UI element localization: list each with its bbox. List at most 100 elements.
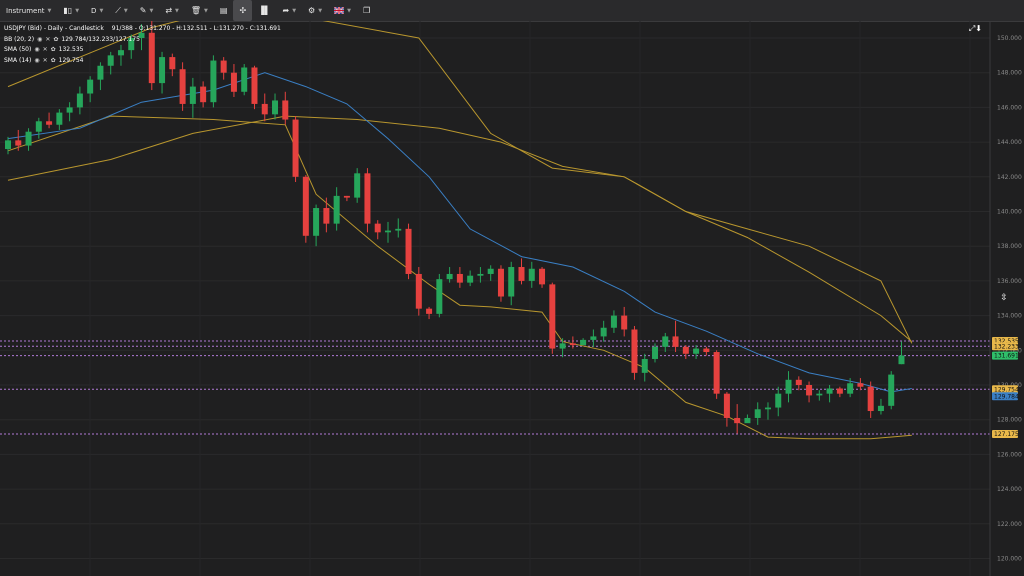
- close-icon[interactable]: ✕: [45, 35, 51, 43]
- candles-button[interactable]: ▮▯ ▼: [57, 0, 85, 21]
- gear-icon[interactable]: ✿: [53, 35, 59, 43]
- candle: [189, 77, 196, 118]
- candle-body: [384, 230, 391, 233]
- candle-body: [446, 273, 453, 280]
- eye-icon[interactable]: ◉: [37, 35, 43, 43]
- candle: [97, 62, 104, 91]
- eye-icon[interactable]: ◉: [34, 56, 40, 64]
- bar-chart-button[interactable]: ▐▌: [252, 0, 276, 21]
- candle: [764, 402, 771, 420]
- candle-body: [251, 67, 258, 104]
- candle-body: [497, 268, 504, 297]
- candle-body: [518, 267, 525, 281]
- candle: [56, 109, 63, 130]
- candle-body: [159, 57, 166, 84]
- price-label: 129.784: [992, 392, 1019, 401]
- candle: [66, 102, 73, 122]
- settings-button[interactable]: ⚙ ▼: [302, 0, 328, 21]
- candle-body: [210, 60, 217, 103]
- candle: [549, 282, 556, 354]
- candle-body: [200, 86, 207, 103]
- candle-body: [374, 223, 381, 233]
- instrument-dropdown[interactable]: Instrument ▼: [0, 0, 57, 21]
- candles-icon: ▮▯: [63, 5, 73, 15]
- toolbar: Instrument ▼ ▮▯ ▼ D ▼ ⟋ ▼ ✎ ▼ ⇄ ▼ 🗑 ▼ ▤ ✣ ▐▌ ➦ ▼…: [0, 0, 1024, 22]
- popout-button[interactable]: ❐: [357, 0, 376, 21]
- candle-body: [806, 385, 813, 396]
- layout-button[interactable]: ▤: [214, 0, 234, 21]
- share-button[interactable]: ➦ ▼: [276, 0, 302, 21]
- draw-line-icon: ⟋: [115, 5, 121, 15]
- grid-button[interactable]: ✣: [233, 0, 253, 21]
- candle-body: [857, 383, 864, 387]
- chart-legend: USDJPY (Bid) - Daily - Candlestick 91/38…: [4, 24, 281, 66]
- y-tick-label: 134.000: [997, 313, 1022, 320]
- candle: [364, 168, 371, 233]
- gear-icon[interactable]: ✿: [50, 56, 56, 64]
- candle: [857, 378, 864, 391]
- candle: [580, 338, 587, 346]
- candle: [200, 81, 207, 108]
- series-sma14: [7, 72, 912, 393]
- scale-drag-handle[interactable]: ⇳: [998, 293, 1010, 303]
- candle: [672, 320, 679, 353]
- chevron-down-icon: ▼: [318, 7, 323, 14]
- timeframe-dropdown[interactable]: D ▼: [85, 0, 109, 21]
- candle-body: [107, 55, 114, 66]
- candle-body: [734, 417, 741, 424]
- candle: [354, 168, 361, 203]
- gear-icon[interactable]: ✿: [50, 46, 56, 53]
- candle: [25, 128, 32, 151]
- candle: [107, 51, 114, 75]
- candle-body: [5, 140, 11, 150]
- candle: [641, 353, 648, 382]
- candle: [703, 346, 710, 356]
- candle-body: [775, 393, 782, 408]
- y-tick-label: 138.000: [997, 243, 1022, 250]
- candle: [559, 338, 566, 358]
- candle: [888, 371, 895, 410]
- close-icon[interactable]: ✕: [42, 56, 48, 64]
- bar-chart-icon: ▐▌: [258, 5, 271, 15]
- eye-icon[interactable]: ◉: [34, 46, 40, 53]
- draw-line-button[interactable]: ⟋ ▼: [109, 0, 133, 21]
- price-chart[interactable]: 150.000 148.000 146.000 144.000 142.000 140.0…: [0, 21, 1024, 576]
- pencil-button[interactable]: ✎ ▼: [134, 0, 160, 21]
- indicators-button[interactable]: ⇄ ▼: [159, 0, 185, 21]
- candle-body: [785, 379, 792, 394]
- candle-body: [323, 208, 330, 224]
- chevron-down-icon: ▼: [149, 7, 154, 14]
- candle-body: [364, 173, 371, 224]
- price-label: 127.175: [992, 430, 1019, 439]
- candle-body: [189, 86, 196, 104]
- candle-body: [292, 119, 299, 177]
- close-icon[interactable]: ✕: [42, 46, 48, 53]
- candle: [836, 386, 843, 398]
- language-dropdown[interactable]: ▼: [328, 0, 357, 21]
- candle: [600, 320, 607, 342]
- series-bb: [7, 115, 912, 440]
- candle: [405, 223, 412, 280]
- price-label-box: [992, 385, 1018, 394]
- candle-body: [25, 131, 32, 146]
- candle-body: [66, 107, 73, 113]
- candle: [867, 381, 874, 418]
- trash-button[interactable]: 🗑 ▼: [185, 0, 214, 21]
- chevron-down-icon: ▼: [123, 7, 128, 14]
- candle-body: [539, 268, 546, 285]
- fullscreen-button[interactable]: ⤢⬇: [969, 24, 982, 34]
- candle-body: [713, 352, 720, 394]
- candle: [5, 136, 11, 155]
- expand-icon: ⤢⬇: [968, 24, 982, 33]
- candle: [569, 336, 576, 349]
- candle: [693, 345, 700, 359]
- pencil-icon: ✎: [139, 5, 147, 15]
- candle: [415, 267, 422, 316]
- y-tick-label: 124.000: [997, 486, 1022, 493]
- candle-body: [580, 339, 587, 346]
- candlesticks: [5, 21, 905, 434]
- candle-body: [395, 228, 402, 231]
- settings-icon: ⚙: [308, 5, 316, 15]
- candle: [662, 332, 669, 353]
- candle-body: [15, 140, 22, 146]
